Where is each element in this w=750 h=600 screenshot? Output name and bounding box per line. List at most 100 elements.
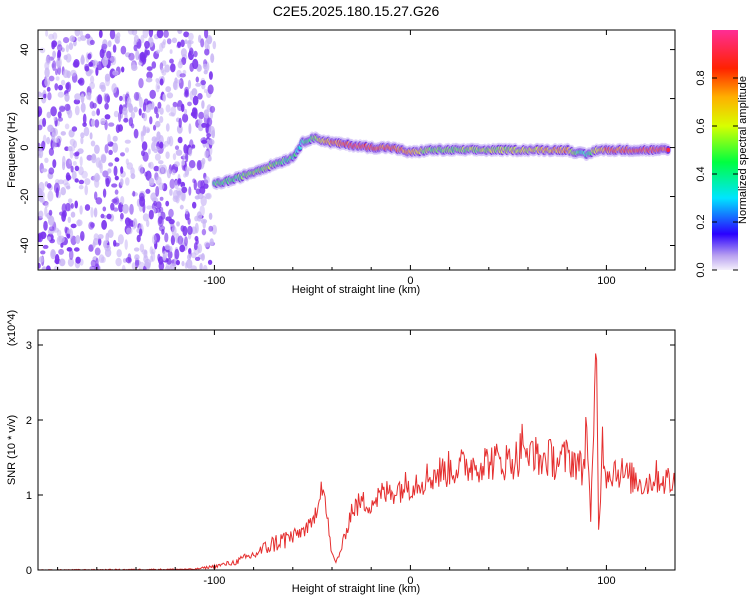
noise-blob — [86, 39, 90, 45]
noise-blob — [171, 169, 176, 176]
noise-blob — [166, 38, 172, 45]
noise-blob — [144, 258, 151, 269]
spectrogram-marks — [38, 30, 672, 270]
noise-blob — [119, 95, 123, 102]
noise-blob — [195, 82, 202, 87]
noise-blob — [112, 135, 118, 142]
noise-blob — [165, 86, 172, 93]
noise-blob — [64, 93, 70, 102]
snr-background — [38, 330, 675, 570]
noise-blob — [132, 218, 138, 229]
noise-blob — [70, 203, 74, 209]
noise-blob — [41, 140, 46, 150]
noise-blob — [175, 187, 183, 196]
snr-frame — [37, 329, 676, 571]
noise-blob — [74, 165, 80, 172]
noise-blob — [42, 265, 47, 270]
noise-blob — [74, 178, 79, 183]
noise-blob — [100, 84, 106, 93]
noise-blob — [89, 81, 95, 90]
noise-blob — [84, 65, 90, 72]
noise-blob — [104, 244, 111, 252]
noise-blob — [151, 136, 158, 143]
noise-blob — [108, 149, 113, 155]
noise-blob — [170, 235, 175, 246]
noise-blob — [171, 225, 177, 237]
spectrogram-ticks: -100 0 100 -40 -20 0 20 40 — [19, 30, 675, 287]
noise-blob — [67, 257, 74, 267]
noise-blob — [184, 108, 188, 115]
spectrogram-xlabel: Height of straight line (km) — [292, 284, 420, 296]
noise-blob — [182, 225, 188, 237]
noise-blob — [67, 198, 73, 203]
noise-blob — [155, 186, 160, 197]
noise-blob — [207, 259, 213, 265]
noise-blob — [159, 196, 164, 201]
noise-blob — [51, 250, 56, 257]
noise-blob — [113, 110, 119, 118]
noise-blob — [140, 34, 145, 44]
noise-blob — [122, 107, 128, 116]
y-tick-label: 1 — [26, 490, 32, 502]
noise-blob — [89, 101, 95, 109]
noise-blob — [133, 247, 140, 252]
noise-blob — [177, 136, 183, 144]
noise-blob — [201, 122, 207, 128]
noise-blob — [166, 92, 174, 99]
noise-blob — [114, 189, 119, 195]
noise-blob — [107, 40, 112, 48]
noise-blob — [60, 131, 66, 136]
noise-blob — [157, 253, 161, 262]
noise-blob — [204, 30, 209, 39]
noise-blob — [200, 218, 208, 224]
noise-blob — [68, 42, 74, 50]
noise-blob — [58, 235, 65, 243]
noise-blob — [164, 244, 171, 251]
noise-blob — [56, 57, 62, 69]
noise-blob — [125, 177, 130, 186]
noise-blob — [104, 103, 109, 110]
noise-blob — [191, 144, 196, 149]
noise-blob — [42, 244, 49, 249]
noise-blob — [82, 122, 87, 127]
noise-blob — [107, 168, 112, 174]
noise-blob — [177, 106, 182, 111]
noise-blob — [149, 246, 153, 255]
noise-blob — [208, 212, 213, 220]
noise-blob — [207, 156, 212, 162]
noise-blob — [188, 32, 194, 41]
noise-blob — [120, 166, 124, 174]
noise-blob — [118, 111, 122, 123]
noise-blob — [101, 219, 107, 230]
noise-blob — [131, 262, 137, 270]
noise-blob — [68, 249, 74, 261]
noise-blob — [64, 103, 71, 111]
noise-blob — [88, 69, 94, 74]
noise-blob — [169, 188, 173, 196]
noise-blob — [188, 123, 192, 135]
noise-blob — [45, 30, 49, 37]
noise-blob — [120, 212, 124, 220]
noise-blob — [180, 103, 185, 113]
snr-ticks: -100 0 100 0 1 2 3 — [26, 330, 675, 587]
noise-blob — [164, 265, 171, 270]
noise-blob — [200, 253, 205, 261]
noise-blob — [114, 157, 120, 162]
noise-blob — [158, 164, 165, 175]
noise-blob — [149, 255, 154, 263]
noise-blob — [74, 200, 78, 209]
noise-blob — [64, 182, 71, 189]
noise-blob — [40, 231, 47, 240]
colorbar-tick-label: 0.8 — [695, 70, 707, 85]
colorbar-tick-label: 0.0 — [695, 262, 707, 277]
noise-blob — [113, 165, 118, 177]
noise-blob — [197, 243, 203, 254]
noise-blob — [126, 97, 132, 107]
noise-blob — [179, 204, 184, 210]
noise-blob — [189, 90, 194, 101]
noise-blob — [194, 195, 200, 200]
noise-blob — [75, 235, 81, 244]
noise-blob — [158, 216, 163, 225]
noise-blob — [203, 176, 210, 185]
noise-blob — [193, 50, 198, 58]
